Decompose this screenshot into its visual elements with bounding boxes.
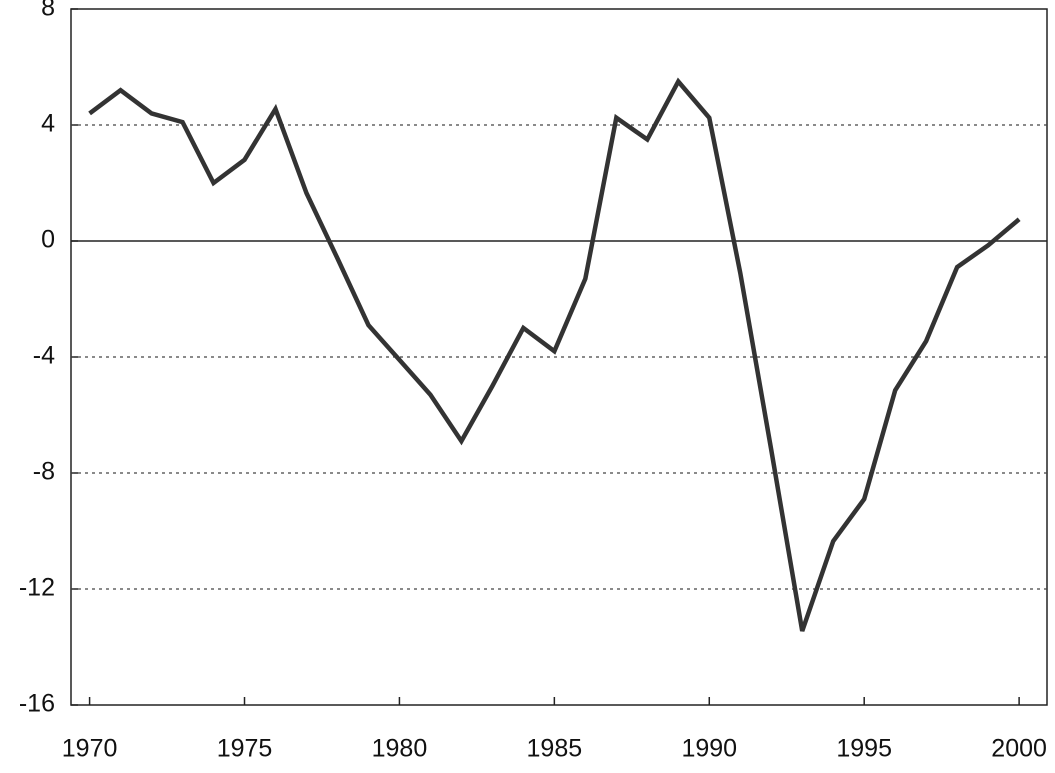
y-tick-label: -4 (33, 342, 55, 370)
x-tick-label: 1995 (836, 735, 892, 763)
x-tick-label: 1970 (62, 735, 118, 763)
x-tick-label: 1975 (217, 735, 273, 763)
y-tick-label: -16 (19, 690, 55, 718)
x-tick-label: 1985 (527, 735, 583, 763)
data-line (88, 77, 1021, 632)
y-tick-label: -8 (33, 458, 55, 486)
plot-frame (70, 8, 1048, 706)
x-tick-label: 2000 (991, 735, 1047, 763)
y-tick-label: 0 (41, 226, 55, 254)
y-tick-label: -12 (19, 574, 55, 602)
y-tick-label: 8 (41, 0, 55, 22)
y-tick-label: 4 (41, 110, 55, 138)
x-tick-label: 1980 (372, 735, 428, 763)
x-tick-label: 1990 (681, 735, 737, 763)
